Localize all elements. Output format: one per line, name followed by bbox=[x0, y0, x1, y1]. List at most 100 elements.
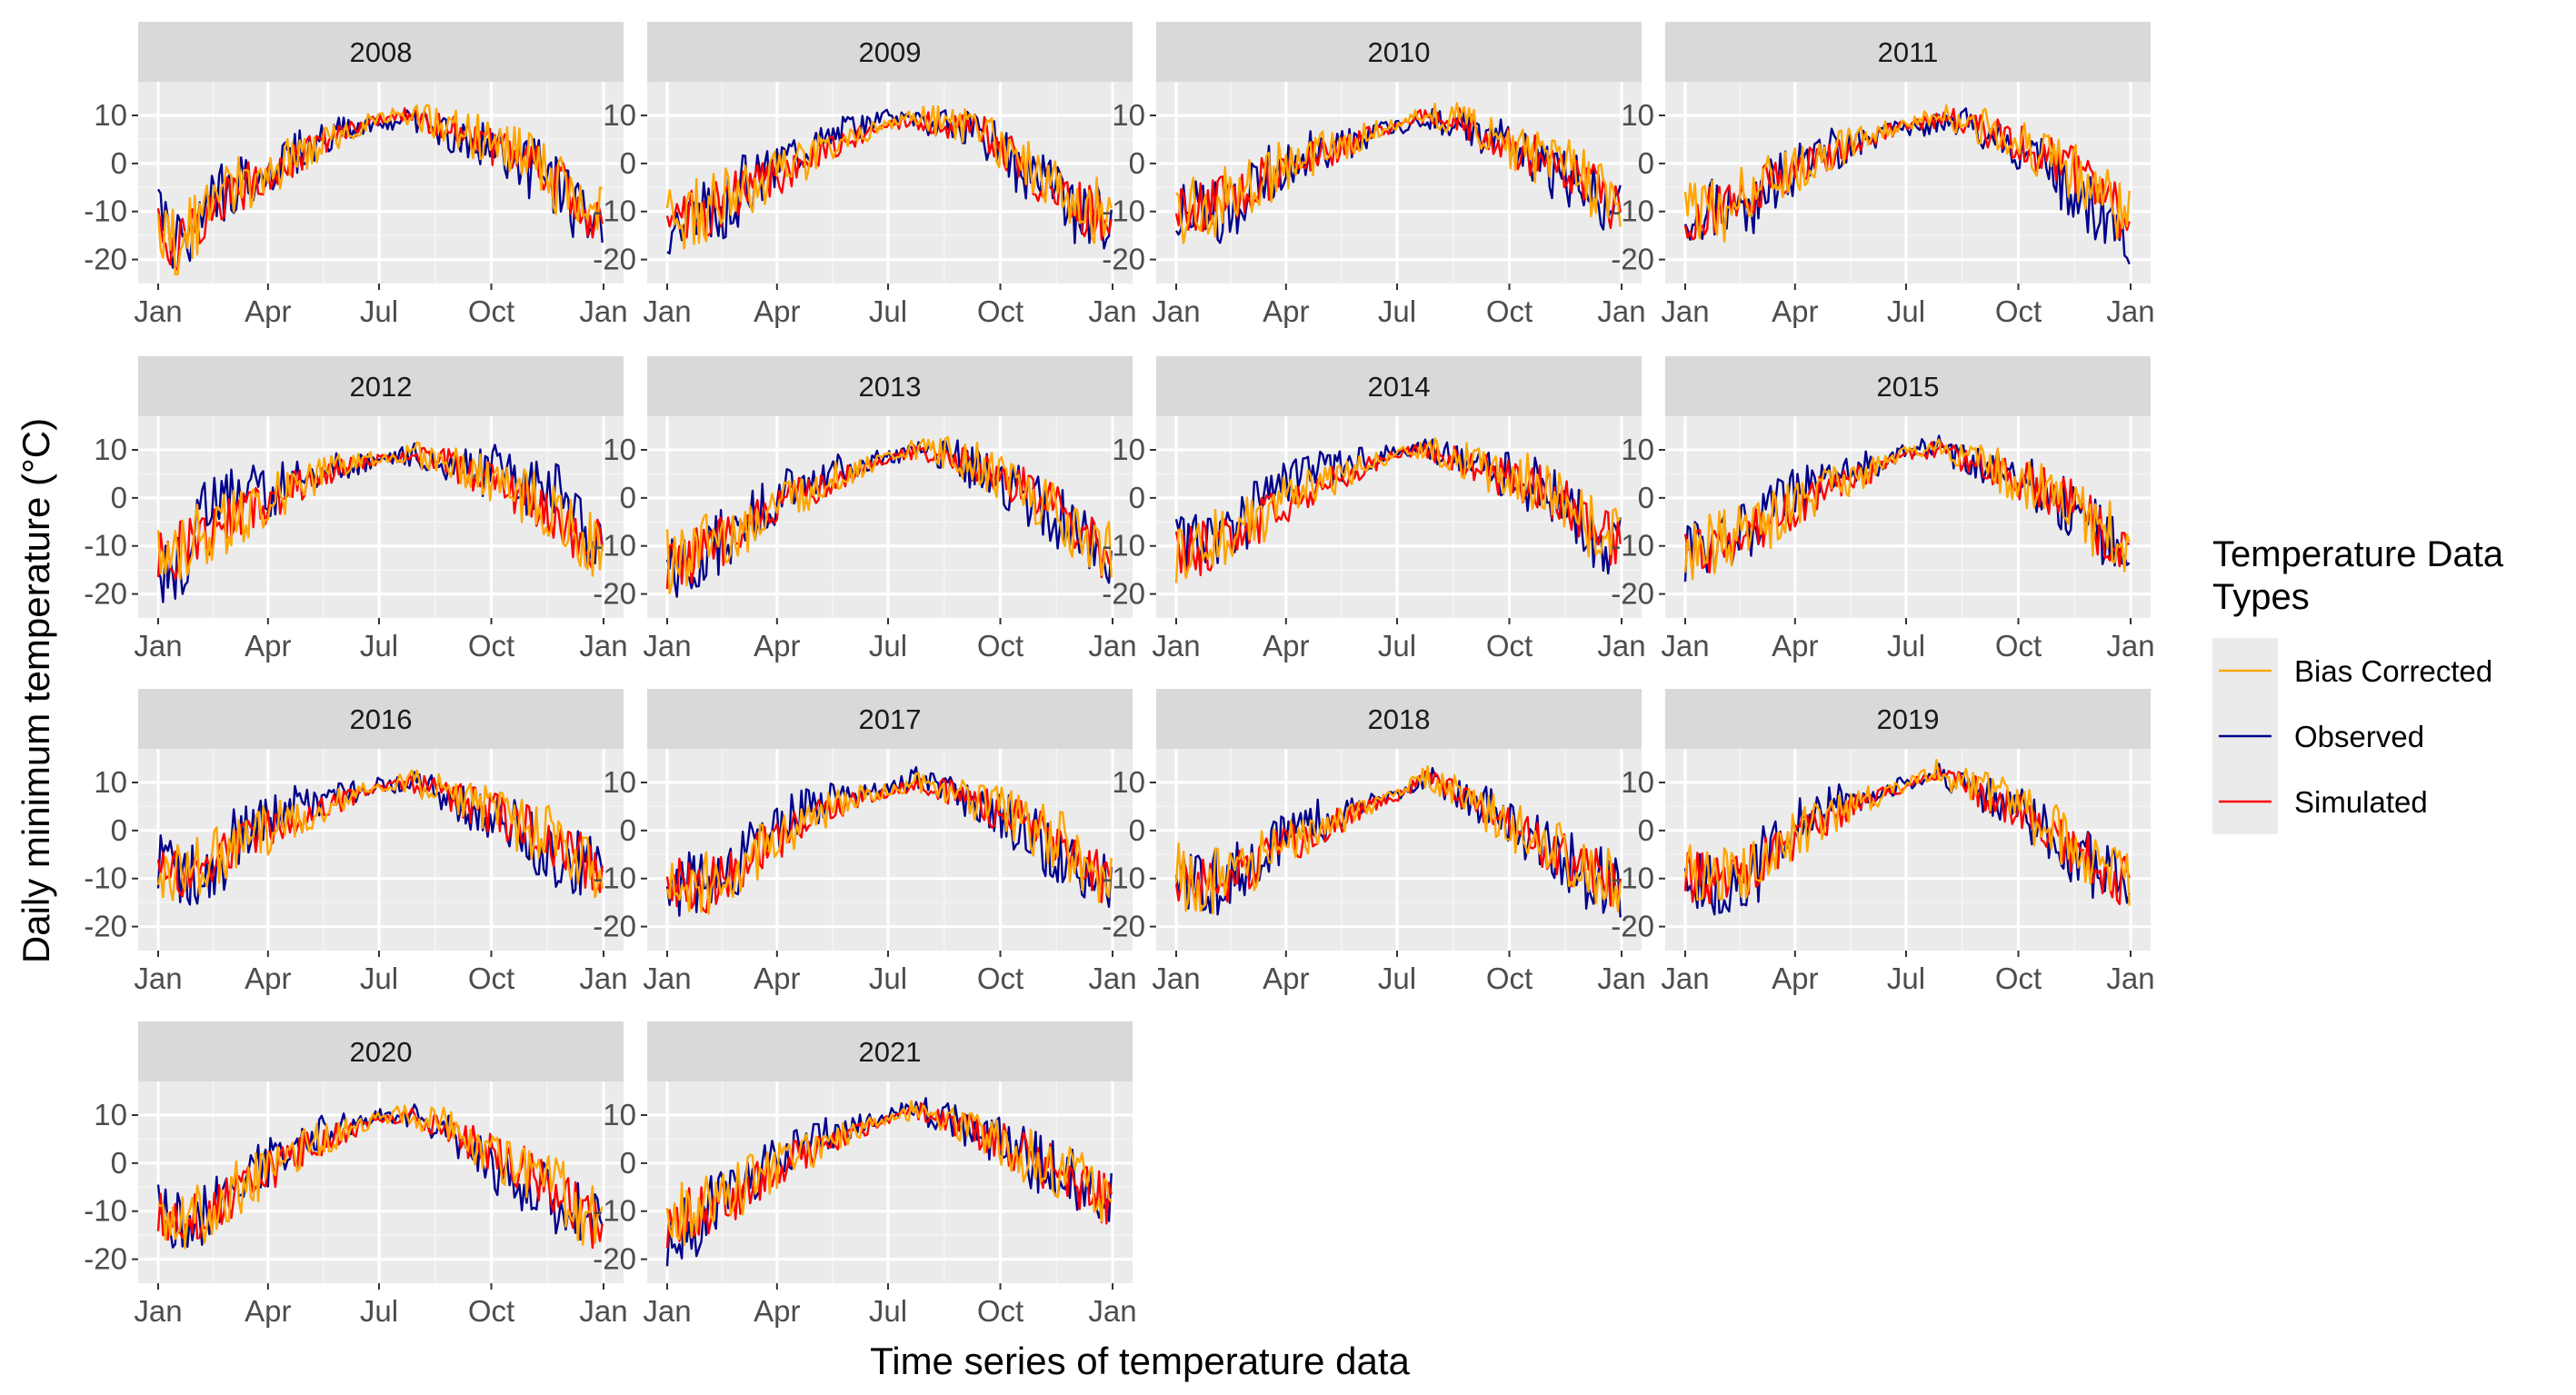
series-line-bias-corrected bbox=[156, 441, 604, 581]
y-tick-label: -10 bbox=[1611, 529, 1654, 563]
panel-strip bbox=[1665, 22, 2151, 82]
series-line-bias-corrected bbox=[157, 1104, 604, 1250]
y-tick-label: -20 bbox=[1611, 577, 1654, 611]
y-tick-label: -10 bbox=[1102, 194, 1145, 228]
x-tick-label: Jan bbox=[134, 962, 182, 995]
legend-label: Simulated bbox=[2294, 785, 2428, 819]
panel-strip bbox=[647, 356, 1133, 416]
x-tick-label: Jul bbox=[1378, 962, 1416, 995]
y-tick-label: -20 bbox=[84, 910, 127, 943]
x-tick-label: Jan bbox=[1152, 629, 1200, 663]
x-tick-label: Jul bbox=[1887, 294, 1925, 328]
x-tick-label: Jan bbox=[1152, 294, 1200, 328]
x-tick-label: Apr bbox=[754, 1294, 800, 1328]
x-tick-label: Jan bbox=[643, 1294, 691, 1328]
series-line-bias-corrected bbox=[665, 435, 1113, 594]
y-tick-label: 10 bbox=[603, 1098, 636, 1131]
x-tick-label: Jan bbox=[1597, 629, 1645, 663]
y-tick-label: -10 bbox=[1102, 529, 1145, 563]
panel-strip-label: 2008 bbox=[350, 36, 413, 68]
x-tick-label: Apr bbox=[754, 629, 800, 663]
x-tick-label: Jan bbox=[1152, 962, 1200, 995]
x-tick-label: Oct bbox=[977, 1294, 1023, 1328]
y-tick-label: -10 bbox=[1611, 862, 1654, 895]
x-tick-label: Jan bbox=[2106, 629, 2154, 663]
x-tick-label: Jul bbox=[360, 962, 398, 995]
panel-strip-label: 2016 bbox=[350, 703, 413, 735]
y-tick-label: 10 bbox=[603, 765, 636, 799]
series-line-bias-corrected bbox=[1174, 437, 1622, 583]
x-tick-label: Oct bbox=[977, 629, 1023, 663]
x-tick-label: Oct bbox=[1486, 629, 1533, 663]
x-tick-label: Apr bbox=[245, 962, 291, 995]
panel-strip-label: 2015 bbox=[1877, 371, 1940, 403]
legend-title: Types bbox=[2212, 577, 2310, 617]
series-line-bias-corrected bbox=[665, 771, 1113, 915]
y-tick-label: 10 bbox=[94, 1098, 127, 1131]
x-tick-label: Jan bbox=[1597, 294, 1645, 328]
y-tick-label: 10 bbox=[1621, 765, 1654, 799]
y-tick-label: 0 bbox=[620, 146, 636, 180]
x-tick-label: Oct bbox=[1995, 629, 2042, 663]
series-line-bias-corrected bbox=[156, 104, 604, 276]
x-tick-label: Apr bbox=[1263, 294, 1309, 328]
series-line-observed bbox=[156, 771, 604, 906]
series-line-observed bbox=[1683, 762, 2131, 916]
x-tick-label: Jan bbox=[1088, 294, 1136, 328]
y-tick-label: 0 bbox=[1638, 146, 1654, 180]
x-tick-label: Jul bbox=[360, 294, 398, 328]
panel-strip bbox=[647, 22, 1133, 82]
panel-strip bbox=[1665, 689, 2151, 749]
y-tick-label: -20 bbox=[1611, 243, 1654, 276]
series-line-bias-corrected bbox=[1683, 104, 2131, 244]
series-line-simulated bbox=[156, 1107, 604, 1250]
y-tick-label: 0 bbox=[1129, 813, 1145, 847]
panel-strip-label: 2010 bbox=[1368, 36, 1431, 68]
x-tick-label: Jan bbox=[1661, 294, 1709, 328]
series-line-simulated bbox=[1683, 107, 2131, 241]
y-tick-label: 0 bbox=[111, 1146, 127, 1180]
y-tick-label: -10 bbox=[84, 1194, 127, 1228]
y-tick-label: 0 bbox=[111, 813, 127, 847]
panel-strip-label: 2014 bbox=[1368, 371, 1431, 403]
x-tick-label: Jan bbox=[134, 294, 182, 328]
x-tick-label: Oct bbox=[468, 629, 514, 663]
y-tick-label: -10 bbox=[593, 1194, 636, 1228]
x-tick-label: Jan bbox=[579, 629, 627, 663]
y-tick-label: -10 bbox=[1102, 862, 1145, 895]
x-tick-label: Oct bbox=[1995, 294, 2042, 328]
y-tick-label: 10 bbox=[603, 433, 636, 466]
series-line-bias-corrected bbox=[1174, 765, 1622, 915]
x-tick-label: Oct bbox=[977, 962, 1023, 995]
x-tick-label: Jan bbox=[2106, 294, 2154, 328]
y-tick-label: 0 bbox=[620, 813, 636, 847]
x-tick-label: Oct bbox=[468, 1294, 514, 1328]
panel-strip-label: 2013 bbox=[859, 371, 922, 403]
x-tick-label: Oct bbox=[468, 294, 514, 328]
panel-strip-label: 2012 bbox=[350, 371, 413, 403]
x-tick-label: Apr bbox=[1263, 962, 1309, 995]
x-axis-title: Time series of temperature data bbox=[870, 1340, 1410, 1382]
x-tick-label: Oct bbox=[1486, 962, 1533, 995]
panel-strip-label: 2018 bbox=[1368, 703, 1431, 735]
y-tick-label: 10 bbox=[1112, 98, 1145, 132]
y-tick-label: 0 bbox=[111, 146, 127, 180]
y-tick-label: 10 bbox=[603, 98, 636, 132]
x-tick-label: Jan bbox=[134, 629, 182, 663]
panel-strip bbox=[1156, 689, 1642, 749]
y-tick-label: 0 bbox=[111, 481, 127, 514]
panel-strip bbox=[1665, 356, 2151, 416]
series-line-observed bbox=[156, 109, 604, 269]
x-tick-label: Jan bbox=[643, 629, 691, 663]
series-line-bias-corrected bbox=[1683, 759, 2131, 906]
y-axis-title: Daily minimum temperature (°C) bbox=[15, 418, 57, 963]
